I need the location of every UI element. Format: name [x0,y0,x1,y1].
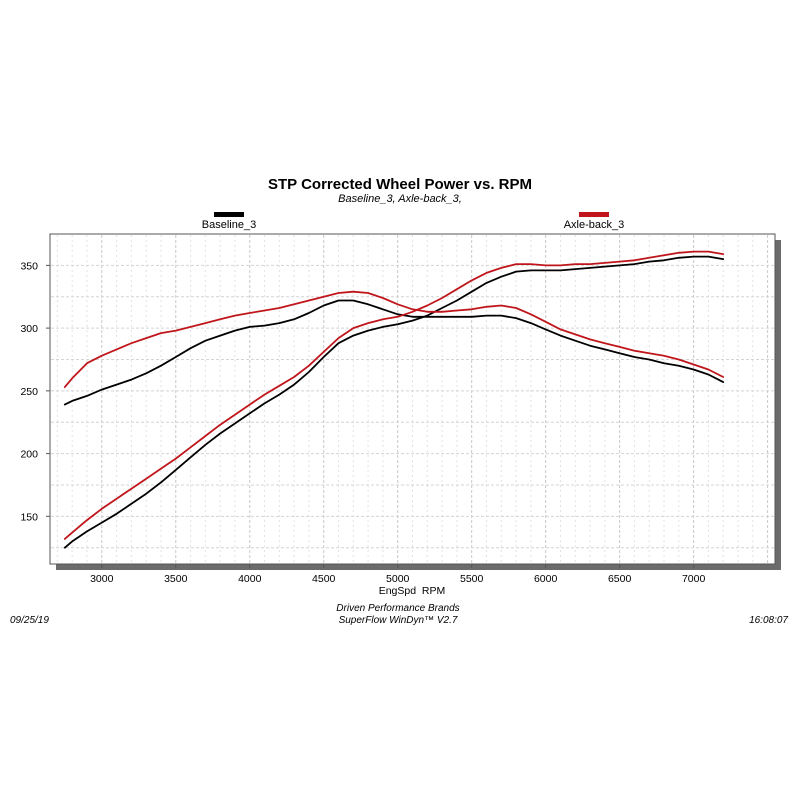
footer-date: 09/25/19 [10,615,49,626]
y-tick-label: 150 [20,511,38,523]
y-tick-label: 350 [20,260,38,272]
x-tick-label: 6500 [608,573,632,585]
footer-time: 16:08:07 [749,615,788,626]
legend-label-axle-back: Axle-back_3 [563,219,625,231]
x-tick-label: 7000 [682,573,706,585]
x-axis-label: EngSpd RPM [379,585,446,597]
series-line-baseline-3-torque [63,255,725,549]
plot-area [49,233,776,565]
x-tick-label: 3500 [164,573,188,585]
series-layer [63,250,725,549]
legend-swatch-baseline [214,212,244,217]
chart-subtitle: Baseline_3, Axle-back_3, [338,193,462,205]
series-line-baseline-3-power [63,299,725,406]
y-tick-label: 200 [20,449,38,461]
x-tick-label: 4500 [312,573,336,585]
chart-title: STP Corrected Wheel Power vs. RPM [268,176,532,193]
x-tick-label: 4000 [238,573,262,585]
footer-company: Driven Performance Brands [336,603,460,614]
x-tick-label: 5500 [460,573,484,585]
legend-swatch-axle-back [579,212,609,217]
legend-label-baseline: Baseline_3 [201,219,257,231]
x-tick-label: 6000 [534,573,558,585]
legend-item-axle-back: Axle-back_3 [556,212,632,231]
y-tick-label: 300 [20,323,38,335]
series-line-axle-back-3-power [63,290,725,389]
y-tick-label: 250 [20,386,38,398]
axis-ticks: 150 200 250 300 350 3000 3500 4000 4500 5000 5500 6… [20,260,705,585]
legend-item-baseline: Baseline_3 [196,212,262,231]
footer-software: SuperFlow WinDyn™ V2.7 [338,615,458,626]
x-tick-label: 5000 [386,573,410,585]
x-tick-label: 3000 [90,573,114,585]
series-line-axle-back-3-torque [63,250,725,540]
